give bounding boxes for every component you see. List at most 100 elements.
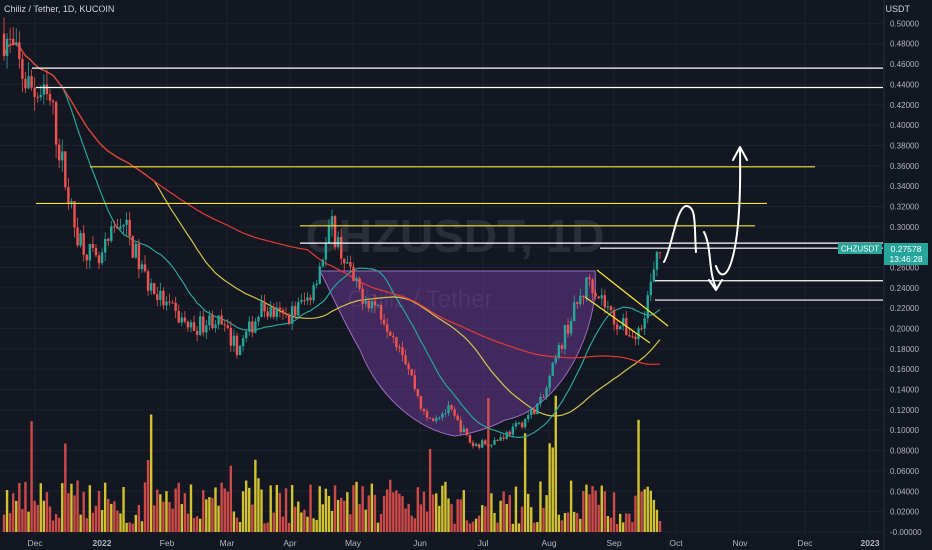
moving-averages <box>3 43 661 439</box>
volume-bar <box>428 449 432 532</box>
volume-bar <box>533 522 536 532</box>
candle-body <box>395 337 398 348</box>
candle-body <box>294 306 297 316</box>
volume-bar <box>612 492 616 532</box>
volume-bar <box>263 523 266 532</box>
volume-bar <box>284 488 288 532</box>
volume-bar <box>61 483 64 532</box>
candle-body <box>367 300 370 309</box>
candle-body <box>110 226 113 241</box>
volume-bar <box>649 490 653 532</box>
volume-bar <box>223 488 226 532</box>
candle-body <box>82 233 85 255</box>
volume-bar <box>27 511 30 532</box>
volume-bar <box>45 492 49 532</box>
volume-bar <box>327 495 331 532</box>
volume-bar <box>566 512 570 532</box>
y-tick-label: 0.40000 <box>890 121 919 130</box>
volume-bar <box>137 504 141 532</box>
volume-bar <box>103 482 107 532</box>
candle-body <box>640 328 643 330</box>
candle-body <box>260 301 263 317</box>
candle-body <box>468 435 472 443</box>
candle-body <box>324 242 328 260</box>
candle-body <box>42 84 46 95</box>
candle-body <box>557 345 561 358</box>
volume-bar <box>435 493 438 532</box>
candle-body <box>269 307 272 317</box>
candle-body <box>318 266 321 284</box>
y-tick-label: 0.48000 <box>890 40 919 49</box>
price-axis[interactable]: 0.50000 0.48000 0.46000 0.44000 0.42000 0.400… <box>883 0 922 550</box>
projection-arrow-2[interactable] <box>703 231 723 291</box>
volume-bar <box>370 483 374 532</box>
volume-bar <box>643 489 646 532</box>
volume-bar <box>634 495 637 532</box>
volume-bar <box>107 498 110 532</box>
candle-body <box>649 281 653 296</box>
candle-body <box>107 238 110 241</box>
time-axis[interactable]: Dec 2022 Feb Mar Apr May Jun Jul Aug Sep Oct Nov Dec… <box>27 538 879 548</box>
ma-teal-line <box>3 43 661 439</box>
candle-body <box>376 304 380 306</box>
volume-bar <box>346 492 349 532</box>
volume-bar <box>413 518 416 532</box>
volume-bar <box>51 520 55 532</box>
candle-body <box>438 417 441 419</box>
candle-body <box>195 330 199 335</box>
volume-bar <box>180 504 183 532</box>
projection-arrow-3[interactable] <box>715 146 748 276</box>
candle-body <box>545 388 548 398</box>
volume-bar <box>628 513 631 532</box>
candle-body <box>229 327 233 346</box>
volume-bar <box>631 522 634 532</box>
volume-bar <box>251 504 254 532</box>
volume-bar <box>389 479 392 532</box>
candle-body <box>490 444 493 447</box>
volume-bar <box>579 518 582 532</box>
candle-body <box>287 314 291 324</box>
candle-body <box>251 321 254 333</box>
trend-channel[interactable] <box>584 269 669 344</box>
volume-bar <box>576 513 579 532</box>
volume-bar <box>404 508 407 532</box>
volume-bar <box>447 498 450 532</box>
candle-body <box>496 440 499 442</box>
candle-body <box>520 422 524 428</box>
candle-body <box>594 292 597 297</box>
candle-body <box>658 252 662 254</box>
volume-bar <box>422 491 426 532</box>
volume-bar <box>125 522 128 532</box>
candle-body <box>646 295 649 319</box>
candle-body <box>27 76 30 89</box>
candle-body <box>165 301 168 306</box>
volume-bar <box>214 487 217 532</box>
volume-bar <box>588 494 591 532</box>
volume-bar <box>410 515 413 532</box>
price-badge-countdown: 13:46:28 <box>889 254 922 264</box>
volume-bar <box>511 523 515 532</box>
projection-arrow-1[interactable] <box>663 204 697 263</box>
candle-body <box>174 302 177 311</box>
candle-body <box>655 252 659 270</box>
candle-body <box>416 388 420 397</box>
volume-bar <box>186 513 190 532</box>
watermark-ticker: CHZUSDT, 1D <box>305 210 604 262</box>
candle-body <box>572 302 576 321</box>
volume-bar <box>477 515 481 532</box>
candle-body <box>431 418 435 421</box>
volume-bar <box>484 506 487 532</box>
volume-bar <box>248 487 251 532</box>
candle-body <box>444 413 447 415</box>
candle-body <box>211 315 214 329</box>
volume-bar <box>493 513 496 532</box>
candle-body <box>407 364 410 370</box>
candle-body <box>131 236 134 258</box>
horizontal-levels[interactable] <box>32 67 883 301</box>
candle-body <box>162 290 165 306</box>
volume-bar <box>655 509 659 532</box>
volume-bar <box>517 523 521 532</box>
candle-body <box>119 226 122 229</box>
candle-body <box>576 302 579 304</box>
